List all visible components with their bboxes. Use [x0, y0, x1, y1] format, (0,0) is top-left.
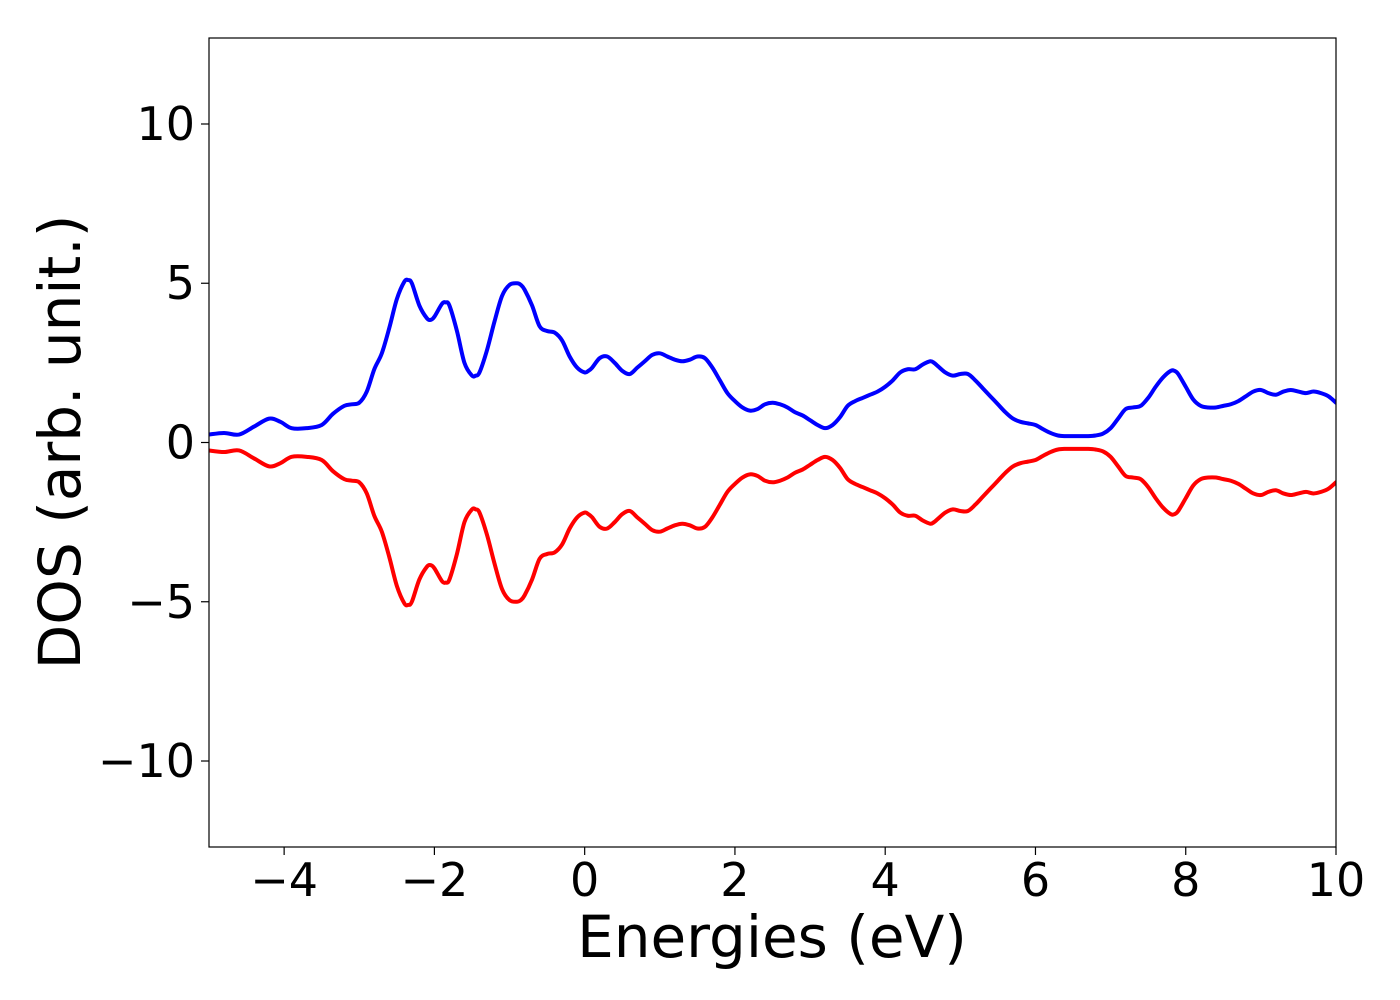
y-tick-label: −5: [127, 575, 195, 629]
y-tick-label: 0: [166, 416, 195, 470]
y-tick-label: 5: [166, 256, 195, 310]
x-axis: −4 −2 0 2 4 6 8 10: [250, 847, 1365, 907]
x-tick-label: −2: [400, 853, 468, 907]
x-tick-label: 6: [1021, 853, 1050, 907]
plot-frame: [208, 37, 1337, 848]
x-tick-label: 4: [871, 853, 900, 907]
x-tick-label: 10: [1307, 853, 1366, 907]
x-axis-label: Energies (eV): [577, 903, 967, 971]
x-tick-label: 2: [720, 853, 749, 907]
y-tick-label: −10: [98, 734, 195, 788]
y-axis-label: DOS (arb. unit.): [26, 215, 94, 670]
y-tick-label: 10: [136, 97, 195, 151]
y-axis: −10 −5 0 5 10: [98, 97, 209, 788]
dos-line-red: [209, 446, 1336, 608]
x-tick-label: 0: [570, 853, 599, 907]
x-tick-label: 8: [1171, 853, 1200, 907]
x-tick-label: −4: [250, 853, 318, 907]
series-layer: [209, 277, 1336, 608]
dos-line-blue: [209, 277, 1336, 439]
